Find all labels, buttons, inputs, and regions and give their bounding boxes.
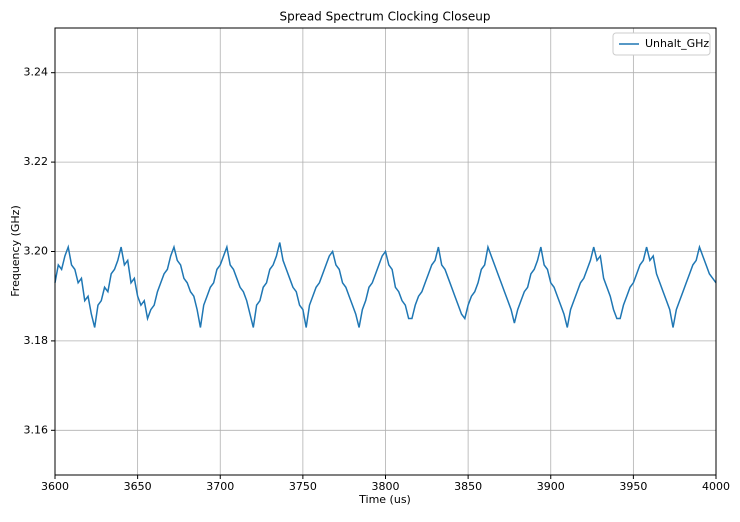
- x-tick-label: 3650: [124, 480, 152, 493]
- y-tick-label: 3.18: [24, 334, 49, 347]
- plot-frame: [54, 27, 717, 476]
- x-tick-label: 3950: [619, 480, 647, 493]
- x-tick-label: 3700: [206, 480, 234, 493]
- x-axis-label: Time (us): [358, 493, 411, 506]
- x-tick-label: 4000: [702, 480, 730, 493]
- y-tick-label: 3.16: [24, 423, 49, 436]
- legend-label: Unhalt_GHz: [645, 37, 709, 50]
- y-tick-label: 3.24: [24, 66, 49, 79]
- x-tick-label: 3750: [289, 480, 317, 493]
- chart-title: Spread Spectrum Clocking Closeup: [280, 10, 491, 24]
- x-tick-label: 3850: [454, 480, 482, 493]
- x-tick-label: 3900: [537, 480, 565, 493]
- y-tick-label: 3.20: [24, 245, 49, 258]
- y-axis-label: Frequency (GHz): [9, 205, 22, 296]
- y-tick-label: 3.22: [24, 155, 49, 168]
- line-series: [54, 242, 717, 328]
- x-tick-label: 3800: [372, 480, 400, 493]
- x-tick-label: 3600: [41, 480, 69, 493]
- legend-box: [612, 32, 711, 56]
